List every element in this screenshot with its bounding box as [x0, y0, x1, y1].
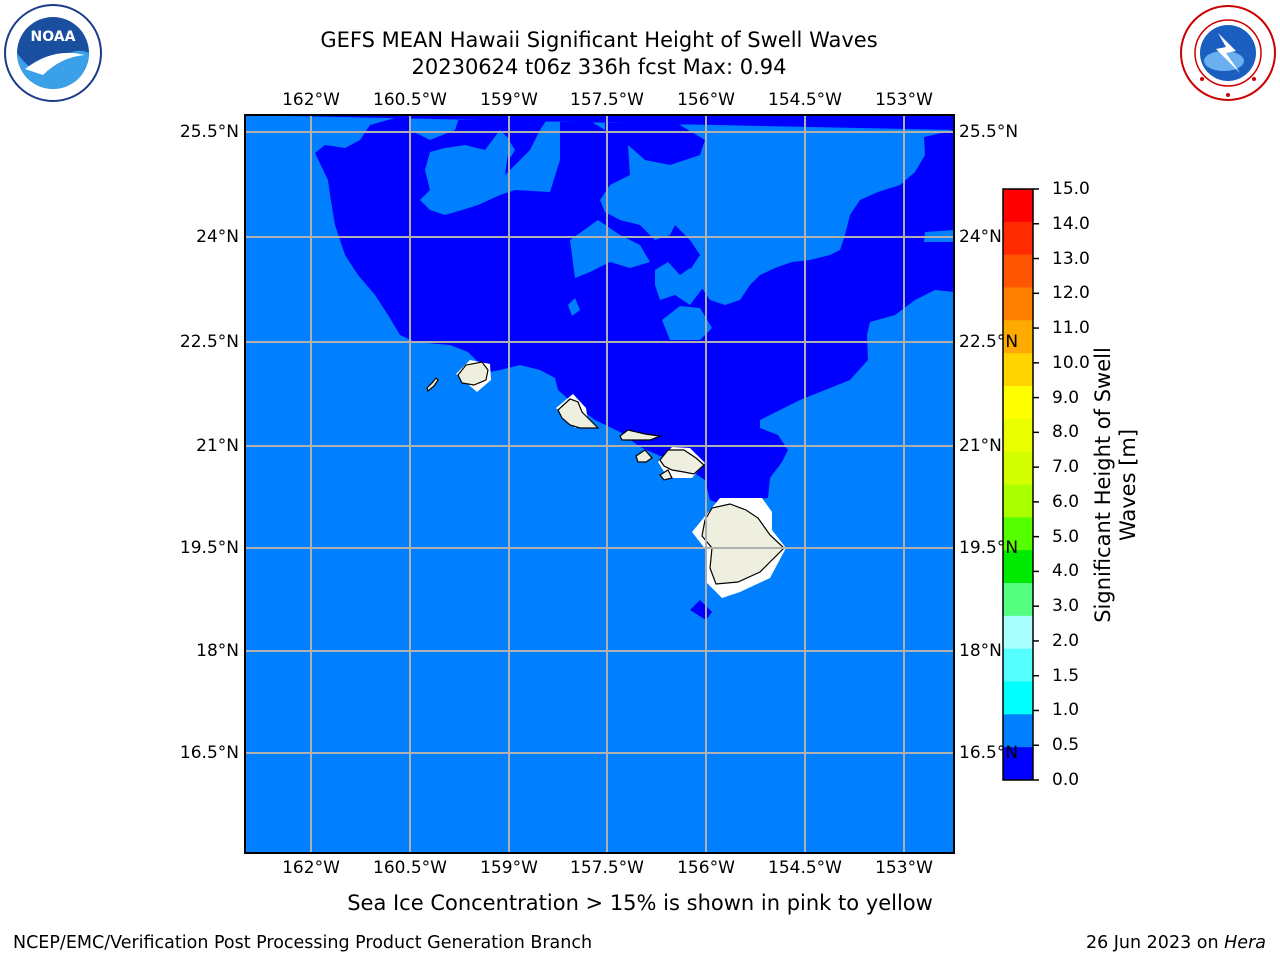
lat-label-right: 24°N — [959, 227, 1002, 247]
lat-label-left: 24°N — [196, 227, 239, 247]
swell-patch — [570, 220, 650, 278]
swell-patch — [755, 176, 795, 192]
colorbar-title: Significant Height of Swell Waves [m] — [1091, 347, 1141, 623]
colorbar-label: 1.0 — [1052, 700, 1080, 721]
colorbar-label: 6.0 — [1052, 491, 1080, 512]
colorbar — [1003, 189, 1033, 781]
colorbar-label: 1.5 — [1052, 665, 1080, 686]
colorbar-label: 14.0 — [1052, 213, 1090, 234]
colorbar-segment — [1003, 189, 1033, 223]
sea-ice-note: Sea Ice Concentration > 15% is shown in … — [347, 891, 933, 915]
colorbar-segment — [1003, 517, 1033, 551]
colorbar-label: 12.0 — [1052, 283, 1090, 304]
lon-label-top: 159°W — [480, 90, 538, 110]
colorbar-segment — [1003, 254, 1033, 288]
island-kahoolawe — [659, 469, 673, 481]
island-maui — [659, 449, 705, 475]
map-gridlines — [245, 115, 954, 853]
lat-label-right: 18°N — [959, 641, 1002, 661]
colorbar-segment — [1003, 747, 1033, 781]
lat-label-left: 16.5°N — [179, 743, 239, 763]
lat-label-right: 21°N — [959, 436, 1002, 456]
colorbar-segment — [1003, 615, 1033, 650]
swell-patch — [655, 262, 705, 305]
colorbar-label: 0.5 — [1052, 735, 1080, 756]
colorbar-segment — [1003, 451, 1033, 485]
colorbar-label: 4.0 — [1052, 561, 1080, 582]
colorbar-label: 9.0 — [1052, 387, 1080, 408]
colorbar-label: 8.0 — [1052, 422, 1080, 443]
island-kauai — [457, 361, 489, 386]
colorbar-segment — [1003, 648, 1033, 682]
chart-title: GEFS MEAN Hawaii Significant Height of S… — [320, 28, 878, 52]
lat-label-left: 22.5°N — [179, 332, 239, 352]
colorbar-frame — [1002, 188, 1034, 781]
colorbar-label: 13.0 — [1052, 248, 1090, 269]
colorbar-segment — [1003, 583, 1033, 617]
footer-date: 26 Jun 2023 on — [1085, 933, 1225, 953]
lon-label-bottom: 156°W — [677, 858, 735, 878]
lon-label-top: 160.5°W — [373, 90, 447, 110]
colorbar-segment — [1003, 320, 1033, 354]
colorbar-label: 0.0 — [1052, 770, 1080, 790]
colorbar-segment — [1003, 353, 1033, 387]
lon-label-bottom: 162°W — [282, 858, 340, 878]
island-hawaii — [701, 503, 785, 585]
swell-patch — [662, 306, 712, 340]
colorbar-label: 10.0 — [1052, 352, 1090, 373]
swell-band-dark — [245, 115, 954, 505]
colorbar-segment — [1003, 287, 1033, 321]
nws-logo — [1180, 5, 1276, 101]
noaa-logo-text: NOAA — [31, 29, 76, 45]
colorbar-title-line1: Significant Height of Swell — [1091, 347, 1115, 623]
lat-label-right: 16.5°N — [959, 743, 1019, 763]
lat-label-left: 25.5°N — [179, 122, 239, 142]
swell-patch — [568, 298, 580, 316]
colorbar-segment — [1003, 221, 1033, 256]
colorbar-title-line2: Waves [m] — [1116, 428, 1140, 542]
island-oahu — [557, 398, 600, 429]
lat-label-left: 21°N — [196, 436, 239, 456]
colorbar-segment — [1003, 484, 1033, 518]
lon-label-bottom: 159°W — [480, 858, 538, 878]
colorbar-segment — [1003, 550, 1033, 584]
lon-label-bottom: 160.5°W — [373, 858, 447, 878]
chart-subtitle: 20230624 t06z 336h fcst Max: 0.94 — [411, 55, 787, 79]
noaa-logo: NOAA — [4, 4, 102, 102]
lon-label-bottom: 153°W — [875, 858, 933, 878]
lon-label-bottom: 154.5°W — [768, 858, 842, 878]
colorbar-segment — [1003, 714, 1033, 748]
lon-label-top: 156°W — [677, 90, 735, 110]
colorbar-segment — [1003, 681, 1033, 715]
lon-label-top: 153°W — [875, 90, 933, 110]
colorbar-segment — [1003, 386, 1033, 420]
lat-label-right: 22.5°N — [959, 332, 1019, 352]
lon-label-top: 157.5°W — [570, 90, 644, 110]
colorbar-ticks — [1033, 188, 1039, 781]
hawaiian-islands — [426, 361, 785, 585]
lon-label-bottom: 157.5°W — [570, 858, 644, 878]
colorbar-segment — [1003, 418, 1033, 453]
footer-right: 26 Jun 2023 on Hera — [1086, 933, 1266, 953]
footer-machine: Hera — [1224, 933, 1266, 953]
colorbar-label: 7.0 — [1052, 457, 1080, 478]
island-molokai — [619, 429, 663, 441]
map-frame — [244, 114, 955, 854]
colorbar-label: 15.0 — [1052, 179, 1090, 199]
lat-label-right: 25.5°N — [959, 122, 1019, 142]
lat-label-left: 18°N — [196, 641, 239, 661]
lon-label-top: 154.5°W — [768, 90, 842, 110]
lat-label-left: 19.5°N — [179, 538, 239, 558]
footer-left: NCEP/EMC/Verification Post Processing Pr… — [13, 933, 593, 953]
colorbar-label: 5.0 — [1052, 526, 1080, 547]
colorbar-label: 2.0 — [1052, 630, 1080, 651]
island-niihau — [426, 377, 439, 393]
island-lanai — [635, 449, 653, 463]
colorbar-label: 3.0 — [1052, 596, 1080, 617]
lat-label-right: 19.5°N — [959, 538, 1019, 558]
colorbar-label: 11.0 — [1052, 318, 1090, 339]
lon-label-top: 162°W — [282, 90, 340, 110]
